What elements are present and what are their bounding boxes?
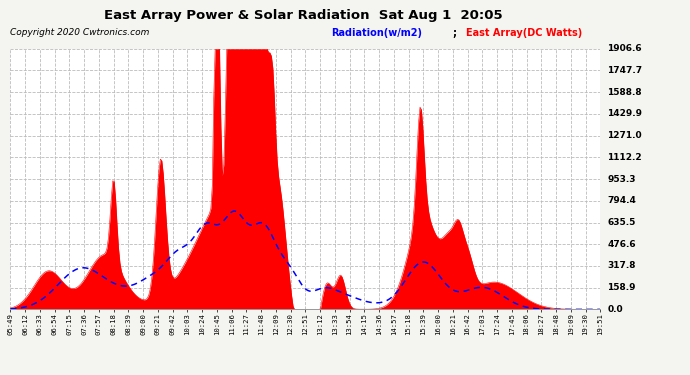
Text: 1112.2: 1112.2 xyxy=(607,153,642,162)
Text: 1906.6: 1906.6 xyxy=(607,44,642,53)
Text: 635.5: 635.5 xyxy=(607,218,635,227)
Text: 794.4: 794.4 xyxy=(607,196,636,205)
Text: 1747.7: 1747.7 xyxy=(607,66,642,75)
Text: 1271.0: 1271.0 xyxy=(607,131,642,140)
Text: East Array(DC Watts): East Array(DC Watts) xyxy=(466,28,582,38)
Text: Radiation(w/m2): Radiation(w/m2) xyxy=(331,28,422,38)
Text: Copyright 2020 Cwtronics.com: Copyright 2020 Cwtronics.com xyxy=(10,28,150,37)
Text: 476.6: 476.6 xyxy=(607,240,635,249)
Text: 1429.9: 1429.9 xyxy=(607,110,642,118)
Text: 1588.8: 1588.8 xyxy=(607,88,642,97)
Text: ;: ; xyxy=(452,28,456,38)
Text: 953.3: 953.3 xyxy=(607,175,635,184)
Text: 317.8: 317.8 xyxy=(607,261,635,270)
Text: East Array Power & Solar Radiation  Sat Aug 1  20:05: East Array Power & Solar Radiation Sat A… xyxy=(104,9,503,22)
Text: 0.0: 0.0 xyxy=(607,305,623,314)
Text: 158.9: 158.9 xyxy=(607,283,635,292)
